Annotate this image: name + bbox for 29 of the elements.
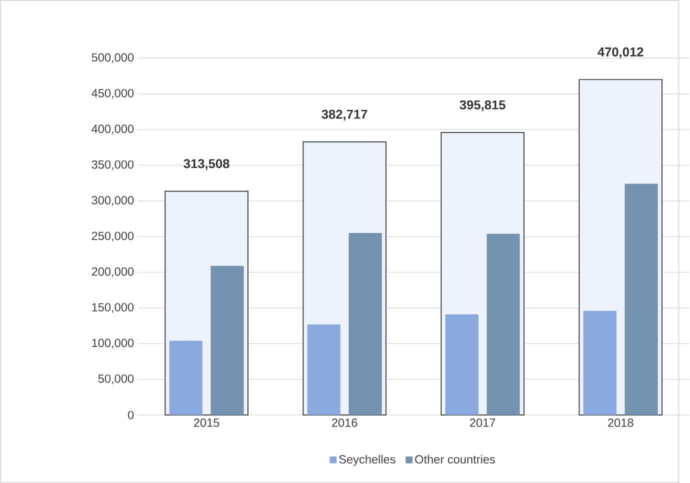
y-tick-label: 100,000 [92,338,134,349]
data-label: 382,717 [322,110,368,121]
y-tick-label: 50,000 [98,374,134,384]
bar [348,232,382,416]
y-tick-label: 300,000 [92,196,134,206]
data-label: 470,012 [598,47,644,58]
x-tick-label: 2017 [470,418,496,427]
y-tick-label: 150,000 [92,303,134,313]
x-tick-label: 2018 [608,418,634,427]
x-tick-label: 2015 [194,418,220,427]
data-label: 395,815 [460,100,506,112]
legend-label: Other countries [415,454,495,464]
legend-label: Seychelles [339,454,396,466]
y-tick-label: 200,000 [92,267,134,278]
y-tick-label: 450,000 [92,88,134,99]
y-tick-label: 250,000 [92,232,134,242]
x-tick-label: 2016 [332,418,358,427]
bar [624,184,658,416]
data-label: 313,508 [184,159,230,170]
y-tick-label: 400,000 [92,124,134,134]
bar [169,340,202,416]
bar [307,324,340,416]
bar [583,310,616,416]
y-tick-label: 500,000 [92,53,134,64]
bar [486,234,520,416]
bar [445,314,478,416]
y-tick-label: 350,000 [92,160,134,170]
bar [210,266,244,416]
y-tick-label: 0 [128,410,134,420]
